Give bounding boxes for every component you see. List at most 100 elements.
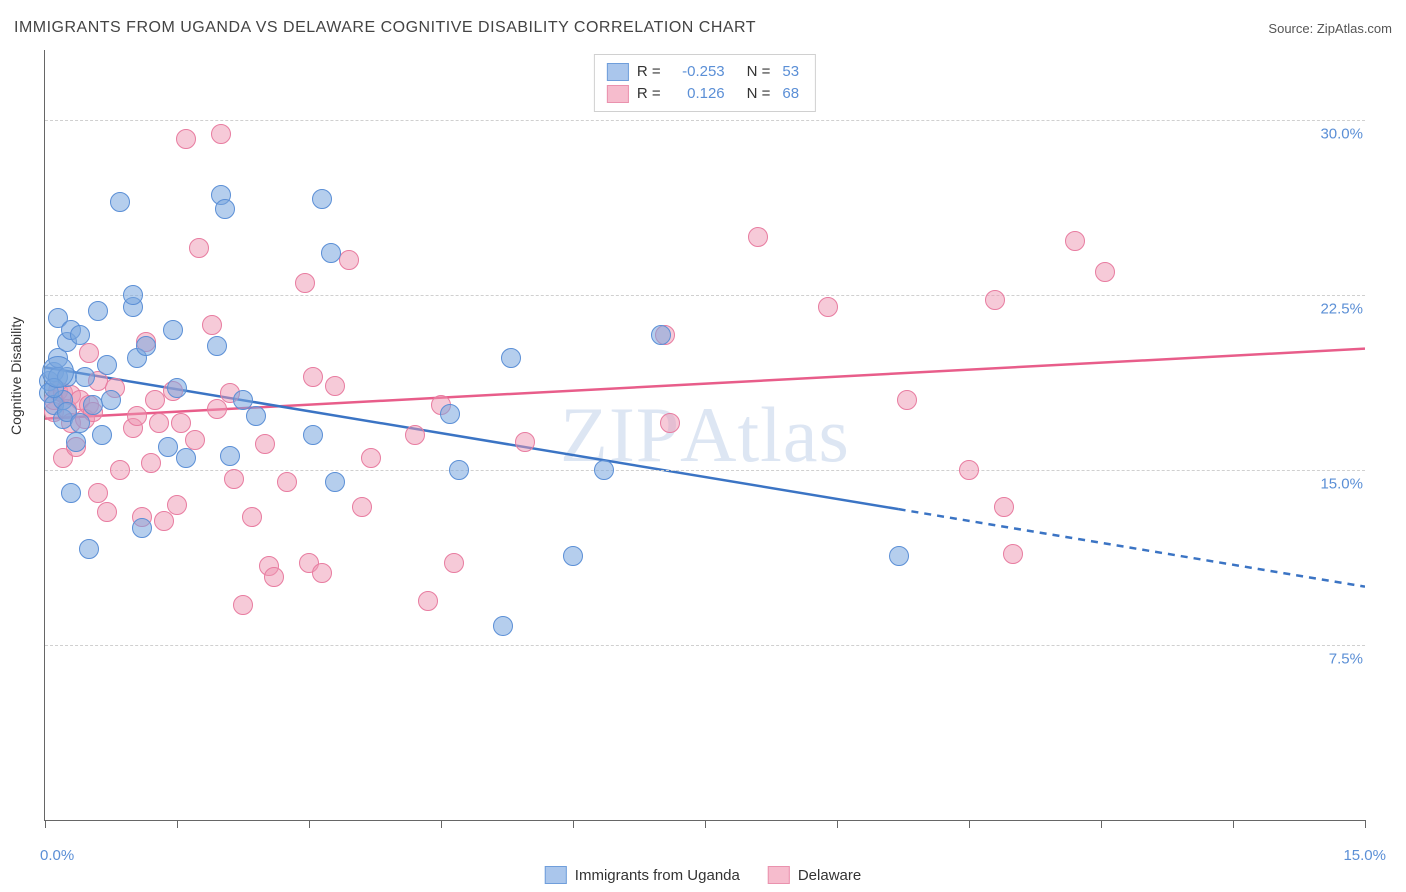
- r-label: R =: [637, 61, 661, 83]
- pink-point: [88, 483, 108, 503]
- x-tick: [1233, 820, 1234, 828]
- pink-point: [264, 567, 284, 587]
- pink-point: [149, 413, 169, 433]
- legend-series-item: Delaware: [768, 866, 861, 884]
- r-value: 0.126: [669, 83, 729, 105]
- pink-point: [1003, 544, 1023, 564]
- pink-point: [959, 460, 979, 480]
- n-label: N =: [747, 61, 771, 83]
- pink-point: [110, 460, 130, 480]
- pink-point: [660, 413, 680, 433]
- source-label: Source: ZipAtlas.com: [1268, 21, 1392, 36]
- legend-swatch: [545, 866, 567, 884]
- blue-point: [493, 616, 513, 636]
- legend-stat-row: R =-0.253N =53: [607, 61, 803, 83]
- legend-stat-row: R =0.126N =68: [607, 83, 803, 105]
- pink-point: [141, 453, 161, 473]
- x-tick: [441, 820, 442, 828]
- pink-point: [361, 448, 381, 468]
- pink-point: [985, 290, 1005, 310]
- blue-point: [449, 460, 469, 480]
- pink-point: [224, 469, 244, 489]
- x-tick: [177, 820, 178, 828]
- y-tick-label: 7.5%: [1325, 651, 1367, 668]
- n-label: N =: [747, 83, 771, 105]
- blue-point: [70, 413, 90, 433]
- blue-point: [123, 285, 143, 305]
- x-tick: [1101, 820, 1102, 828]
- blue-point: [70, 325, 90, 345]
- x-max-label: 15.0%: [1343, 847, 1386, 864]
- blue-point: [303, 425, 323, 445]
- pink-point: [211, 124, 231, 144]
- y-axis-title: Cognitive Disability: [8, 317, 24, 435]
- pink-point: [277, 472, 297, 492]
- pink-point: [1065, 231, 1085, 251]
- x-tick: [309, 820, 310, 828]
- pink-point: [994, 497, 1014, 517]
- blue-point: [61, 483, 81, 503]
- blue-point: [321, 243, 341, 263]
- pink-point: [818, 297, 838, 317]
- pink-point: [325, 376, 345, 396]
- pink-point: [897, 390, 917, 410]
- blue-point: [220, 446, 240, 466]
- x-tick: [969, 820, 970, 828]
- blue-point: [215, 199, 235, 219]
- pink-point: [295, 273, 315, 293]
- blue-point: [594, 460, 614, 480]
- source-link[interactable]: ZipAtlas.com: [1317, 21, 1392, 36]
- pink-point: [352, 497, 372, 517]
- blue-point: [325, 472, 345, 492]
- pink-point: [255, 434, 275, 454]
- chart-title: IMMIGRANTS FROM UGANDA VS DELAWARE COGNI…: [14, 19, 756, 37]
- pink-point: [312, 563, 332, 583]
- blue-point: [66, 432, 86, 452]
- pink-point: [154, 511, 174, 531]
- y-tick-label: 15.0%: [1316, 476, 1367, 493]
- pink-point: [185, 430, 205, 450]
- blue-point: [651, 325, 671, 345]
- trend-lines: [45, 50, 1365, 820]
- blue-point: [110, 192, 130, 212]
- n-value: 53: [778, 61, 803, 83]
- legend-series-item: Immigrants from Uganda: [545, 866, 740, 884]
- blue-point: [101, 390, 121, 410]
- legend-swatch: [607, 85, 629, 103]
- blue-point: [97, 355, 117, 375]
- pink-point: [189, 238, 209, 258]
- watermark-atlas: Atlas: [680, 391, 850, 478]
- pink-point: [79, 343, 99, 363]
- blue-point: [163, 320, 183, 340]
- blue-point: [563, 546, 583, 566]
- pink-point: [418, 591, 438, 611]
- y-tick-label: 30.0%: [1316, 126, 1367, 143]
- legend-swatch: [768, 866, 790, 884]
- blue-point: [176, 448, 196, 468]
- blue-point: [501, 348, 521, 368]
- pink-point: [515, 432, 535, 452]
- blue-point: [440, 404, 460, 424]
- x-min-label: 0.0%: [40, 847, 74, 864]
- legend-series-label: Delaware: [798, 867, 861, 884]
- blue-point: [167, 378, 187, 398]
- pink-point: [748, 227, 768, 247]
- plot-area: ZIPAtlas R =-0.253N =53R =0.126N =68 7.5…: [44, 50, 1365, 821]
- y-tick-label: 22.5%: [1316, 301, 1367, 318]
- blue-point: [75, 367, 95, 387]
- blue-point: [79, 539, 99, 559]
- pink-point: [339, 250, 359, 270]
- pink-point: [167, 495, 187, 515]
- gridline: [45, 470, 1365, 471]
- pink-point: [405, 425, 425, 445]
- blue-point: [88, 301, 108, 321]
- legend-swatch: [607, 63, 629, 81]
- x-tick: [837, 820, 838, 828]
- pink-point: [303, 367, 323, 387]
- x-tick: [705, 820, 706, 828]
- pink-point: [176, 129, 196, 149]
- pink-point: [233, 595, 253, 615]
- pink-point: [1095, 262, 1115, 282]
- pink-point: [242, 507, 262, 527]
- blue-point: [92, 425, 112, 445]
